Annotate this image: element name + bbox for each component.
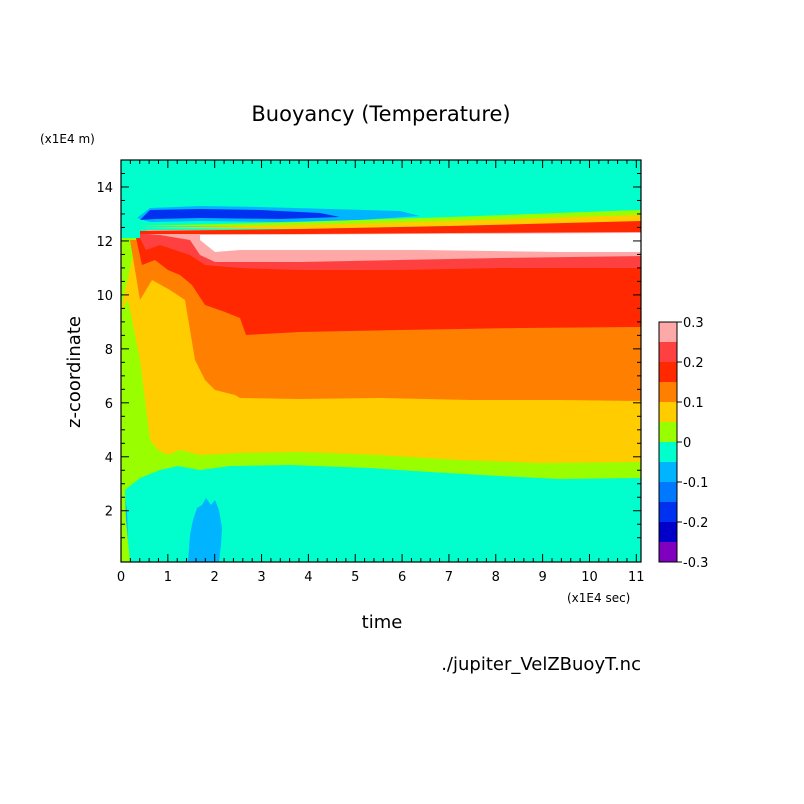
colorbar: -0.3 -0.2 -0.1 0 0.1 0.2 0.3 <box>658 316 708 571</box>
x-tick-label: 4 <box>304 570 312 585</box>
x-unit-label: (x1E4 sec) <box>567 591 630 605</box>
contour-band-cap-red <box>140 221 641 234</box>
plot-frame <box>120 159 642 563</box>
colorbar-swatch <box>659 422 677 442</box>
x-tick-label: 6 <box>398 570 406 585</box>
y-tick-label: 14 <box>96 181 113 196</box>
x-tick-label: 1 <box>164 570 172 585</box>
colorbar-swatch <box>659 502 677 522</box>
contour-plot-area <box>120 159 642 563</box>
colorbar-swatch <box>659 442 677 462</box>
colorbar-swatch <box>659 522 677 542</box>
x-tick-label: 5 <box>351 570 359 585</box>
x-tick-label: 11 <box>628 570 645 585</box>
y-axis: 2 4 6 8 10 12 14 <box>96 159 641 539</box>
y-unit-label: (x1E4 m) <box>40 132 95 146</box>
source-file-label: ./jupiter_VelZBuoyT.nc <box>441 654 641 675</box>
y-axis-label: z-coordinate <box>64 316 85 428</box>
colorbar-swatch <box>659 342 677 362</box>
y-tick-label: 12 <box>96 235 113 250</box>
colorbar-swatch <box>659 322 677 342</box>
colorbar-tick-label: -0.1 <box>683 476 708 491</box>
x-tick-label: 0 <box>117 570 125 585</box>
x-axis-label: time <box>362 612 403 633</box>
x-tick-label: 9 <box>538 570 546 585</box>
colorbar-swatch <box>659 482 677 502</box>
colorbar-tick-label: -0.3 <box>683 556 708 571</box>
colorbar-tick-label: 0.3 <box>683 316 704 331</box>
x-tick-label: 10 <box>581 570 598 585</box>
x-tick-label: 7 <box>445 570 453 585</box>
x-tick-label: 3 <box>257 570 265 585</box>
y-tick-label: 8 <box>105 343 113 358</box>
colorbar-tick-label: 0.2 <box>683 356 704 371</box>
colorbar-swatch <box>659 542 677 562</box>
colorbar-swatch <box>659 462 677 482</box>
contour-band-negative-low <box>188 498 222 562</box>
colorbar-swatch <box>659 362 677 382</box>
y-tick-label: 4 <box>105 451 113 466</box>
x-tick-label: 8 <box>492 570 500 585</box>
contour-band-0.3-to-0.35 <box>200 233 641 252</box>
colorbar-tick-label: 0 <box>683 436 691 451</box>
x-axis: 0 1 2 3 4 5 6 7 8 9 10 11 <box>117 160 645 585</box>
x-tick-label: 2 <box>211 570 219 585</box>
colorbar-swatch <box>659 382 677 402</box>
contour-band-cap-yellow <box>137 215 641 229</box>
chart-title: Buoyancy (Temperature) <box>251 102 510 126</box>
colorbar-tick-label: 0.1 <box>683 396 704 411</box>
y-tick-label: 6 <box>105 397 113 412</box>
contour-band-cap-strong-negative <box>140 209 340 220</box>
colorbar-tick-label: -0.2 <box>683 516 708 531</box>
y-tick-label: 2 <box>105 505 113 520</box>
y-tick-label: 10 <box>96 289 113 304</box>
colorbar-swatch <box>659 402 677 422</box>
